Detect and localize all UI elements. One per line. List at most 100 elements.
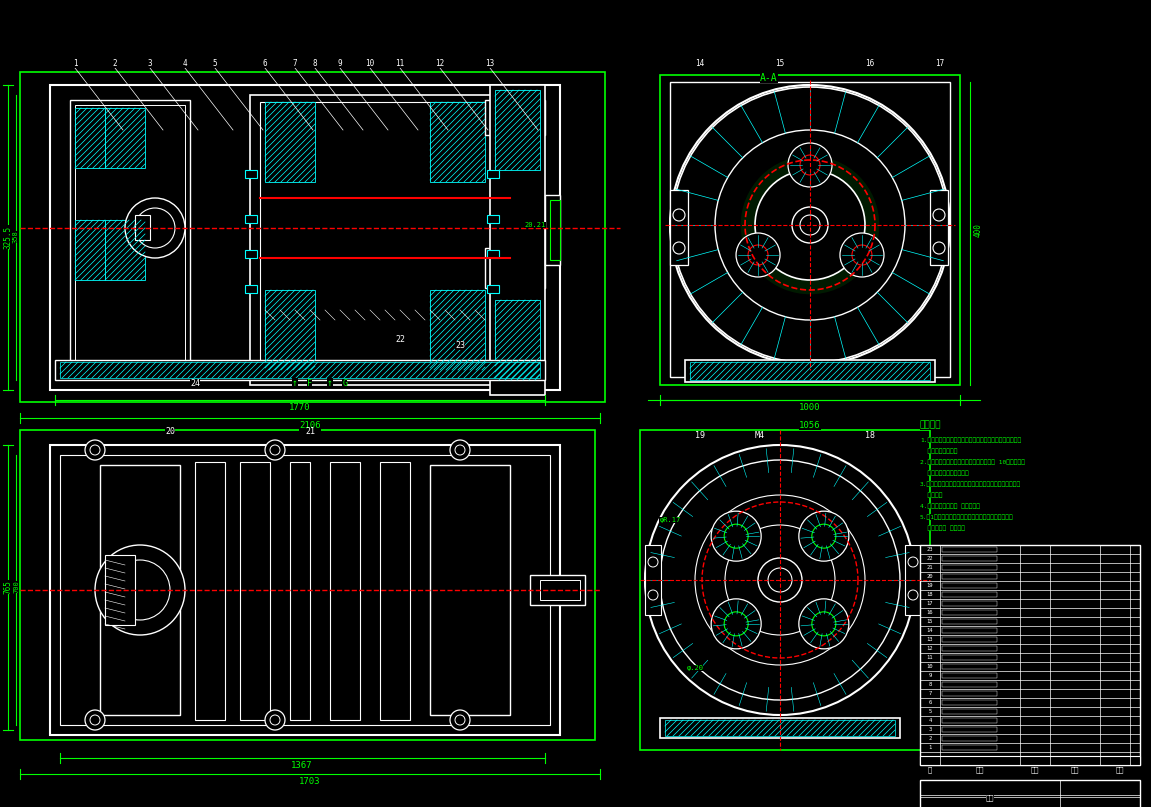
Text: 17: 17 <box>936 58 945 68</box>
Circle shape <box>711 599 761 649</box>
Circle shape <box>85 440 105 460</box>
Bar <box>260 102 500 378</box>
Text: 21: 21 <box>305 428 315 437</box>
Bar <box>670 82 950 377</box>
Bar <box>250 95 510 385</box>
Circle shape <box>90 445 100 455</box>
Bar <box>105 555 135 625</box>
Text: 7: 7 <box>929 691 931 696</box>
Text: 1367: 1367 <box>291 762 313 771</box>
Bar <box>330 462 360 720</box>
Text: 避免磕碰和划伤。: 避免磕碰和划伤。 <box>920 448 958 454</box>
Circle shape <box>672 87 948 363</box>
Circle shape <box>265 440 285 460</box>
Text: 1056: 1056 <box>799 420 821 429</box>
Circle shape <box>715 130 905 320</box>
Text: 19: 19 <box>695 430 706 440</box>
Text: 单位: 单位 <box>985 795 994 801</box>
Text: 1703: 1703 <box>299 777 321 787</box>
Text: 2106: 2106 <box>299 421 321 430</box>
Bar <box>930 190 948 265</box>
Text: 序: 序 <box>928 767 932 773</box>
Text: 1.各零件应按图纸要求尺寸制造。装配时，精加工零件表面: 1.各零件应按图纸要求尺寸制造。装配时，精加工零件表面 <box>920 437 1021 443</box>
Bar <box>430 102 485 182</box>
Bar <box>430 290 485 370</box>
Circle shape <box>800 215 820 235</box>
Text: 14: 14 <box>695 58 704 68</box>
Text: φR.17: φR.17 <box>660 517 680 523</box>
Bar <box>430 465 510 715</box>
Text: 9: 9 <box>337 58 342 68</box>
Text: 15: 15 <box>927 619 933 624</box>
Bar <box>380 462 410 720</box>
Text: 5.用1号极压锂基润滑脂。应充注进各滚动轴承处，不: 5.用1号极压锂基润滑脂。应充注进各滚动轴承处，不 <box>920 514 1014 520</box>
Bar <box>942 609 997 614</box>
Text: 6: 6 <box>262 58 267 68</box>
Bar <box>485 248 546 288</box>
Bar <box>529 575 585 605</box>
Circle shape <box>270 715 280 725</box>
Bar <box>75 105 185 365</box>
Text: ↑: ↑ <box>292 378 298 388</box>
Text: 20.21: 20.21 <box>525 222 546 228</box>
Text: 3: 3 <box>929 727 931 732</box>
Bar <box>942 646 997 650</box>
Text: 13: 13 <box>927 637 933 642</box>
Text: 5: 5 <box>929 709 931 714</box>
Text: 9: 9 <box>929 673 931 678</box>
Text: 7: 7 <box>292 58 297 68</box>
Text: 8: 8 <box>313 58 318 68</box>
Text: 备注: 备注 <box>1115 767 1125 773</box>
Text: 油现象。: 油现象。 <box>920 492 943 498</box>
Text: 16: 16 <box>927 610 933 615</box>
Circle shape <box>799 599 848 649</box>
Text: 24: 24 <box>190 378 200 387</box>
Circle shape <box>748 245 768 265</box>
Bar <box>942 709 997 713</box>
Text: 11: 11 <box>927 655 933 660</box>
Bar <box>20 72 605 402</box>
Circle shape <box>811 525 836 548</box>
Bar <box>265 290 315 370</box>
Circle shape <box>735 233 780 277</box>
Circle shape <box>908 590 918 600</box>
Circle shape <box>660 460 900 700</box>
Circle shape <box>811 612 836 636</box>
Bar <box>60 455 550 725</box>
Text: 数量: 数量 <box>1031 767 1039 773</box>
Circle shape <box>725 525 834 635</box>
Text: 12: 12 <box>435 58 444 68</box>
Text: 22: 22 <box>927 556 933 561</box>
Circle shape <box>455 445 465 455</box>
Text: 23: 23 <box>927 547 933 552</box>
Bar <box>546 195 561 265</box>
Circle shape <box>788 143 832 187</box>
Text: 5: 5 <box>213 58 218 68</box>
Text: 19: 19 <box>927 583 933 588</box>
Text: 6: 6 <box>929 700 931 705</box>
Circle shape <box>125 198 185 258</box>
Circle shape <box>724 525 748 548</box>
Bar <box>942 592 997 596</box>
Text: 2.各齿轮副啮合间隙应均匀，其侧隙应符合 10、齿宽、模: 2.各齿轮副啮合间隙应均匀，其侧隙应符合 10、齿宽、模 <box>920 459 1026 465</box>
Bar <box>645 545 661 615</box>
Bar <box>942 546 997 551</box>
Bar <box>942 628 997 633</box>
Text: 400: 400 <box>974 223 983 237</box>
Text: 358: 358 <box>13 231 20 244</box>
Bar <box>942 583 997 587</box>
Circle shape <box>933 209 945 221</box>
Bar <box>550 200 561 260</box>
Circle shape <box>135 208 175 248</box>
Bar <box>105 220 145 280</box>
Text: 3: 3 <box>147 58 152 68</box>
Circle shape <box>755 170 866 280</box>
Text: 4: 4 <box>183 58 188 68</box>
Text: 4.装置静载荷应符合 规范要求。: 4.装置静载荷应符合 规范要求。 <box>920 504 980 508</box>
Bar <box>942 717 997 722</box>
Circle shape <box>740 155 881 295</box>
Text: 数、精度、加工精度等。: 数、精度、加工精度等。 <box>920 470 969 476</box>
Text: 超过轴承。 容积的。: 超过轴承。 容积的。 <box>920 525 965 531</box>
Bar <box>942 735 997 741</box>
Bar <box>75 108 105 168</box>
